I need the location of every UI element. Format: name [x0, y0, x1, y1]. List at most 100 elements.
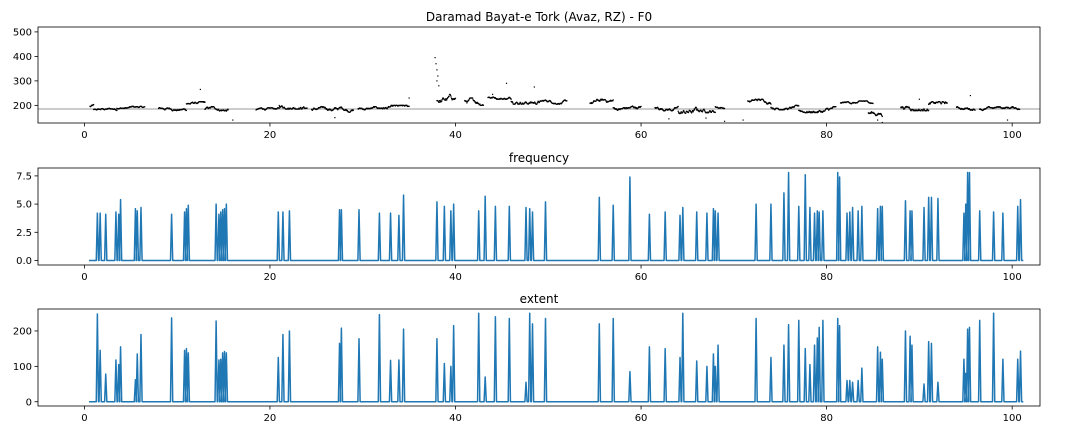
f0-point	[299, 107, 301, 109]
f0-point	[880, 113, 882, 115]
f0-point	[912, 110, 914, 112]
f0-point	[874, 114, 876, 116]
f0-point	[184, 108, 186, 110]
f0-point	[90, 105, 92, 108]
f0-point	[468, 98, 471, 100]
f0-point	[624, 107, 626, 110]
f0-point	[766, 102, 768, 105]
f0-point	[373, 105, 375, 108]
f0-point	[821, 110, 823, 112]
f0-point	[518, 103, 520, 105]
f0-point	[968, 108, 971, 110]
f0-point	[197, 102, 199, 104]
f0-point	[334, 117, 336, 119]
f0-point	[598, 99, 600, 101]
f0-point	[297, 108, 300, 110]
f0-point	[279, 106, 281, 109]
f0-point	[474, 101, 476, 103]
f0-point	[595, 100, 597, 102]
x-tick-label: 20	[264, 413, 277, 424]
f0-point	[771, 107, 773, 109]
plot-area	[89, 312, 1024, 403]
f0-point	[178, 109, 180, 111]
f0-point	[768, 101, 770, 104]
f0-point	[613, 107, 615, 109]
f0-point	[341, 107, 343, 109]
f0-point	[292, 107, 294, 109]
axes-frame	[37, 167, 1041, 266]
f0-point	[701, 111, 703, 113]
f0-point	[185, 109, 188, 112]
f0-point	[788, 107, 790, 110]
f0-point	[874, 113, 876, 115]
f0-point	[704, 110, 706, 112]
f0-point	[945, 101, 947, 104]
f0-point	[677, 105, 679, 108]
f0-point	[767, 103, 769, 105]
f0-point	[678, 112, 681, 115]
f0-point	[1003, 107, 1005, 109]
f0-point	[158, 107, 160, 110]
f0-point	[810, 112, 812, 114]
f0-point	[326, 107, 328, 110]
f0-point	[508, 96, 511, 98]
f0-point	[705, 117, 707, 119]
panel-title: extent	[520, 292, 559, 306]
f0-point	[220, 109, 222, 111]
f0-point	[946, 102, 948, 104]
f0-point	[961, 108, 964, 110]
f0-point	[708, 110, 710, 113]
f0-point	[684, 111, 686, 113]
f0-point	[791, 106, 793, 108]
f0-point	[391, 105, 393, 107]
x-tick-label: 80	[820, 130, 833, 141]
f0-point	[321, 105, 323, 108]
f0-point	[340, 107, 342, 109]
f0-point	[194, 101, 196, 103]
f0-point	[193, 102, 195, 105]
f0-point	[638, 106, 640, 108]
f0-point	[811, 112, 814, 114]
f0-point	[937, 102, 939, 104]
f0-point	[934, 102, 936, 104]
f0-point	[698, 111, 700, 113]
f0-point	[636, 107, 638, 109]
f0-point	[612, 100, 614, 102]
f0-point	[697, 109, 700, 112]
f0-point	[334, 107, 337, 109]
plot-area	[38, 57, 1040, 123]
f0-point	[763, 99, 765, 102]
f0-point	[232, 119, 234, 121]
f0-point	[944, 102, 946, 105]
f0-point	[303, 106, 305, 108]
f0-point	[703, 108, 705, 110]
f0-point	[447, 96, 449, 99]
axes-frame	[37, 26, 1041, 124]
f0-point	[604, 99, 607, 101]
f0-point	[287, 107, 289, 109]
f0-point	[176, 109, 179, 111]
f0-point	[436, 80, 438, 82]
f0-point	[680, 112, 682, 114]
f0-point	[910, 110, 912, 112]
f0-point	[908, 107, 910, 109]
f0-point	[391, 104, 394, 107]
f0-point	[877, 113, 879, 116]
f0-point	[1013, 106, 1015, 109]
f0-point	[279, 105, 281, 108]
f0-point	[908, 106, 910, 108]
f0-point	[905, 106, 907, 108]
x-tick-label: 100	[1003, 413, 1022, 424]
f0-point	[194, 102, 196, 104]
f0-point	[683, 110, 685, 112]
panel-3: 0 20 40 60 80 100 0 100 200 extent	[13, 292, 1041, 424]
x-tick-label: 40	[449, 272, 462, 283]
f0-point	[928, 109, 930, 111]
f0-point	[174, 109, 176, 112]
f0-point	[807, 111, 810, 113]
x-tick-label: 80	[820, 413, 833, 424]
f0-point	[610, 99, 612, 101]
y-tick-label: 0	[26, 397, 32, 408]
